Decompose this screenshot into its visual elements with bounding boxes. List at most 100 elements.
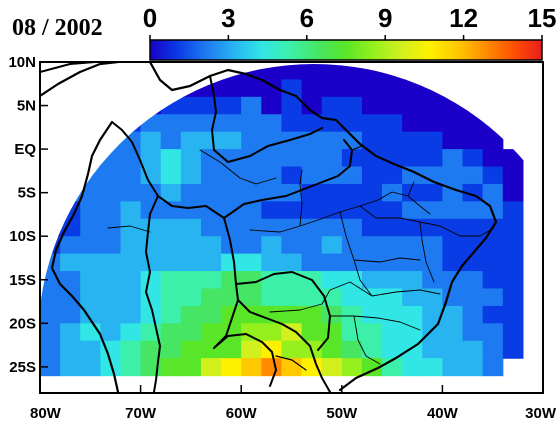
heatmap-cell (281, 64, 303, 81)
lon-tick-label: 50W (326, 405, 358, 422)
heatmap-cell (180, 253, 202, 272)
heatmap-cell (60, 271, 81, 290)
heatmap-cell (341, 340, 363, 359)
heatmap-cell (402, 79, 423, 98)
heatmap-cell (482, 236, 504, 255)
heatmap-cell (321, 201, 343, 220)
heatmap-cell (301, 166, 323, 185)
heatmap-cell (140, 218, 162, 237)
heatmap-cell (281, 323, 303, 342)
heatmap-cell (120, 253, 142, 272)
heatmap-cell (442, 218, 464, 237)
heatmap-cell (482, 96, 504, 115)
heatmap-cell (200, 305, 222, 324)
heatmap-cell (60, 183, 81, 202)
heatmap-cell (100, 253, 122, 272)
heatmap-cell (402, 218, 423, 237)
heatmap-cell (301, 323, 323, 342)
heatmap-cell (482, 166, 504, 185)
heatmap-cell (442, 166, 464, 185)
heatmap-cell (301, 201, 323, 220)
heatmap-cell (361, 114, 383, 133)
heatmap-cell (321, 131, 343, 150)
map-frame (39, 61, 544, 394)
heatmap-cell (402, 236, 423, 255)
heatmap-cell (60, 166, 81, 185)
heatmap-cell (361, 236, 383, 255)
heatmap-cell (120, 114, 142, 133)
heatmap-cell (281, 149, 303, 168)
heatmap-cell (261, 236, 283, 255)
heatmap-cell (241, 183, 262, 202)
heatmap-cell (442, 79, 464, 98)
heatmap-cell (160, 218, 182, 237)
heatmap-cell (382, 131, 403, 150)
heatmap-cell (301, 358, 323, 377)
heatmap-cell (180, 271, 202, 290)
heatmap-cell (402, 64, 423, 81)
heatmap-cell (402, 288, 423, 307)
heatmap-cell (321, 236, 343, 255)
heatmap-cell (361, 253, 383, 272)
heatmap-cell (321, 305, 343, 324)
heatmap-cell (341, 114, 363, 133)
heatmap-cell (361, 271, 383, 290)
heatmap-cell (180, 323, 202, 342)
country-borders (40, 62, 498, 393)
heatmap-cell (482, 358, 504, 377)
heatmap-cell (180, 96, 202, 115)
heatmap-cell (160, 96, 182, 115)
heatmap-cell (442, 253, 464, 272)
heatmap-cell (321, 183, 343, 202)
heatmap-cell (100, 149, 122, 168)
heatmap-cell (140, 114, 162, 133)
heatmap-cell (281, 236, 303, 255)
heatmap-cell (60, 218, 81, 237)
heatmap-cell (301, 288, 323, 307)
heatmap-cell (261, 218, 283, 237)
heatmap-cell (80, 340, 101, 359)
heatmap-cell (462, 201, 484, 220)
heatmap-cell (40, 166, 61, 185)
heatmap-cell (341, 149, 363, 168)
heatmap-cell (402, 131, 423, 150)
heatmap-cell (422, 305, 443, 324)
heatmap-cell (341, 358, 363, 377)
heatmap-cell (341, 253, 363, 272)
heatmap-cell (261, 288, 283, 307)
heatmap-cell (382, 271, 403, 290)
heatmap-cell (442, 149, 464, 168)
heatmap-cell (100, 183, 122, 202)
heatmap-cell (60, 288, 81, 307)
heatmap-cell (160, 149, 182, 168)
heatmap-cell (382, 288, 403, 307)
heatmap-cell (140, 236, 162, 255)
heatmap-cell (402, 323, 423, 342)
heatmap-cell (120, 271, 142, 290)
heatmap-cell (402, 271, 423, 290)
heatmap-cell (200, 253, 222, 272)
colorbar-gradient (149, 39, 543, 61)
heatmap-cell (60, 96, 81, 115)
heatmap-cell (160, 253, 182, 272)
heatmap-cell (140, 305, 162, 324)
heatmap-cell (422, 183, 443, 202)
heatmap-cell (120, 305, 142, 324)
heatmap-cell (200, 271, 222, 290)
heatmap-cell (80, 79, 101, 98)
heatmap-cell (462, 271, 484, 290)
heatmap-cell (502, 218, 524, 237)
heatmap-cell (482, 323, 504, 342)
heatmap-cell (341, 79, 363, 98)
heatmap-cell (341, 166, 363, 185)
heatmap-cell (241, 271, 262, 290)
heatmap-cell (120, 236, 142, 255)
lat-tick-label: 25S (9, 359, 36, 376)
national-borders (111, 75, 353, 393)
heatmap-cell (221, 183, 242, 202)
heatmap-cell (422, 64, 443, 81)
heatmap-cell (60, 253, 81, 272)
lon-tick-label: 40W (427, 405, 459, 422)
heatmap-cell (462, 288, 484, 307)
heatmap-cell (40, 201, 61, 220)
